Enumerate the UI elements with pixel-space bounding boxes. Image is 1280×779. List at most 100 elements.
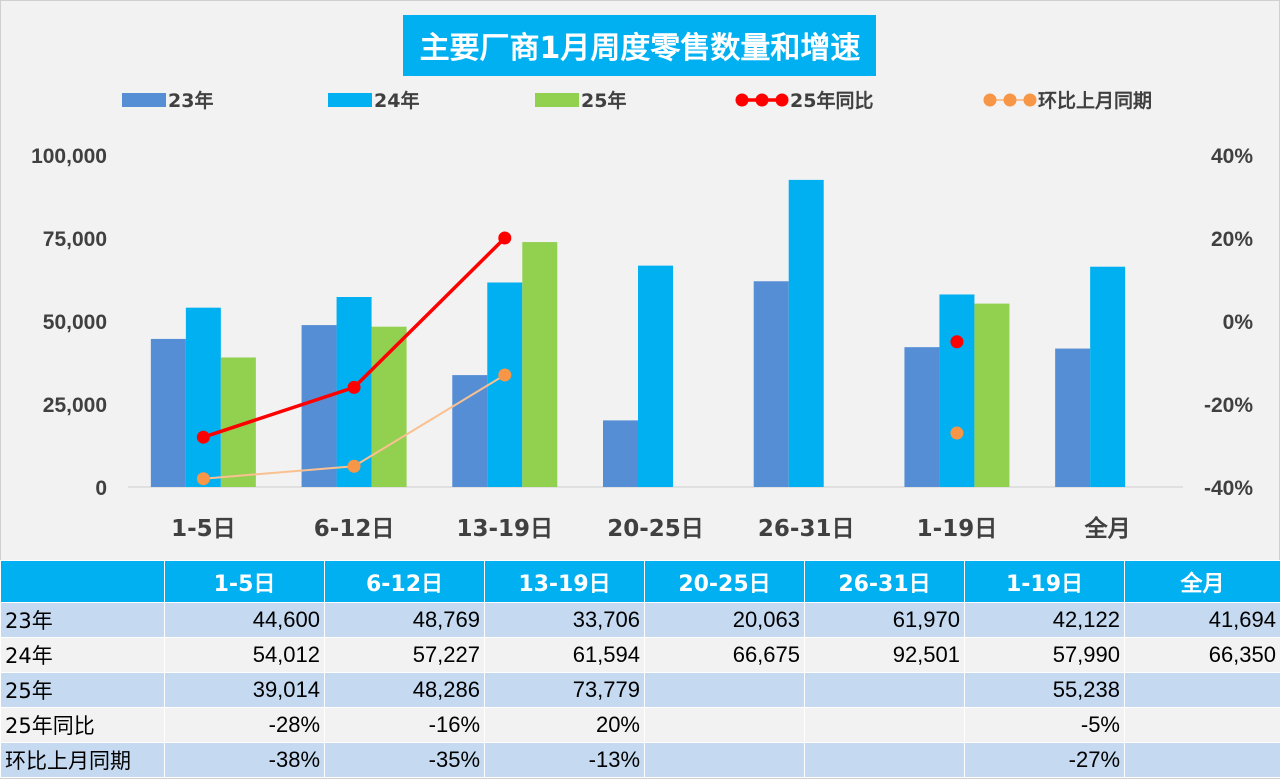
legend-marker [1003, 93, 1017, 107]
table-cell: -16% [324, 707, 485, 743]
table-cell: 33,706 [484, 602, 645, 638]
x-category-label: 20-25日 [607, 516, 704, 542]
legend-label: 25年同比 [790, 89, 873, 112]
table-cell: -38% [164, 742, 325, 778]
y2-tick-label: -40% [1204, 477, 1253, 500]
table-header-cell: 26-31日 [804, 560, 965, 603]
table-row: 25年同比 -28% -16% 20% -5% [0, 707, 1280, 743]
bar-25年-13-19日 [522, 242, 558, 487]
table-row-label: 25年同比 [0, 707, 165, 743]
table-cell: -5% [964, 707, 1125, 743]
table-cell: 57,990 [964, 637, 1125, 673]
table-cell: 39,014 [164, 672, 325, 708]
table-cell [644, 672, 805, 708]
bar-23年-1-19日 [904, 347, 940, 487]
table-cell [804, 742, 965, 778]
table-cell: 48,769 [324, 602, 485, 638]
x-category-label: 26-31日 [758, 516, 855, 542]
table-cell: 44,600 [164, 602, 325, 638]
table-cell [1124, 672, 1280, 708]
point-25年同比-13-19日 [498, 231, 512, 245]
table-cell: 73,779 [484, 672, 645, 708]
table-header-cell: 1-19日 [964, 560, 1125, 603]
bar-24年-20-25日 [638, 265, 673, 487]
legend-label: 25年 [581, 89, 626, 112]
title-box [403, 15, 876, 76]
x-category-label: 6-12日 [314, 516, 395, 542]
legend-swatch-24年 [328, 93, 372, 107]
table-header-cell: 全月 [1124, 560, 1280, 603]
legend-label: 23年 [168, 89, 213, 112]
chart: 主要厂商1月周度零售数量和增速 23年 24年 25年 25年同比 环比上月同期 100… [31, 15, 1254, 542]
table-row-label: 环比上月同期 [0, 742, 165, 778]
table-cell [1124, 742, 1280, 778]
table-cell: 20,063 [644, 602, 805, 638]
y2-tick-label: 0% [1223, 311, 1254, 334]
table-row-label: 24年 [0, 637, 165, 673]
y-tick-label: 100,000 [31, 145, 107, 168]
table-row: 23年 44,600 48,769 33,706 20,063 61,970 42,122 4… [0, 602, 1280, 638]
table-cell: 66,350 [1124, 637, 1280, 673]
point-25年同比-6-12日 [347, 380, 361, 394]
table-cell: 61,970 [804, 602, 965, 638]
legend-label: 环比上月同期 [1038, 90, 1152, 112]
legend-swatch-23年 [122, 93, 166, 107]
table-row: 25年 39,014 48,286 73,779 55,238 [0, 672, 1280, 708]
table-cell: 57,227 [324, 637, 485, 673]
table-cell [644, 742, 805, 778]
table-cell [804, 672, 965, 708]
table-cell: -28% [164, 707, 325, 743]
bar-23年-26-31日 [753, 281, 789, 487]
table-row-label: 25年 [0, 672, 165, 708]
legend-swatch-25年 [535, 93, 579, 107]
table-row: 环比上月同期 -38% -35% -13% -27% [0, 742, 1280, 778]
point-环比上月同期-6-12日 [347, 459, 361, 473]
table-cell: 54,012 [164, 637, 325, 673]
legend: 23年 24年 25年 25年同比 环比上月同期 [122, 89, 1152, 112]
lines [196, 231, 964, 486]
table-cell: -27% [964, 742, 1125, 778]
bar-23年-1-5日 [150, 338, 186, 487]
chart-title: 主要厂商1月周度零售数量和增速 [420, 31, 861, 66]
y2-tick-label: -20% [1204, 394, 1253, 417]
line-segment-25年同比 [352, 236, 507, 389]
x-category-label: 1-19日 [917, 516, 998, 542]
table-header-cell [0, 560, 165, 603]
table-cell: 66,675 [644, 637, 805, 673]
line-segment-环比上月同期 [203, 465, 355, 480]
legend-marker [755, 93, 769, 107]
legend-label: 24年 [374, 89, 419, 112]
line-segment-25年同比 [202, 385, 355, 439]
table-cell [804, 707, 965, 743]
point-25年同比-1-19日 [950, 335, 964, 349]
y-tick-label: 25,000 [43, 394, 107, 417]
bar-23年-20-25日 [603, 420, 638, 487]
table-header-cell: 1-5日 [164, 560, 325, 603]
bar-24年-全月 [1090, 266, 1126, 487]
bar-23年-全月 [1055, 348, 1091, 487]
table-cell: -35% [324, 742, 485, 778]
table-row-label: 23年 [0, 602, 165, 638]
table-header-cell: 6-12日 [324, 560, 485, 603]
table-cell: 42,122 [964, 602, 1125, 638]
x-category-label: 全月 [1084, 515, 1131, 542]
table-cell [644, 707, 805, 743]
bar-24年-1-19日 [939, 294, 975, 487]
legend-marker [1023, 93, 1037, 107]
x-category-label: 13-19日 [457, 516, 554, 542]
x-category-label: 1-5日 [171, 516, 236, 542]
point-环比上月同期-1-19日 [950, 426, 964, 440]
bar-23年-6-12日 [301, 325, 337, 487]
bar-25年-1-19日 [974, 303, 1010, 487]
table-cell: 41,694 [1124, 602, 1280, 638]
legend-marker [983, 93, 997, 107]
point-环比上月同期-1-5日 [196, 472, 210, 486]
table-cell: 20% [484, 707, 645, 743]
table-header-row: 1-5日 6-12日 13-19日 20-25日 26-31日 1-19日 全月 [0, 560, 1280, 603]
y2-tick-label: 40% [1211, 145, 1253, 168]
table-cell: 92,501 [804, 637, 965, 673]
line-segment-环比上月同期 [353, 374, 506, 468]
table-cell: 48,286 [324, 672, 485, 708]
data-table: 1-5日 6-12日 13-19日 20-25日 26-31日 1-19日 全月 23年 44… [0, 560, 1280, 778]
bar-24年-26-31日 [788, 179, 824, 488]
